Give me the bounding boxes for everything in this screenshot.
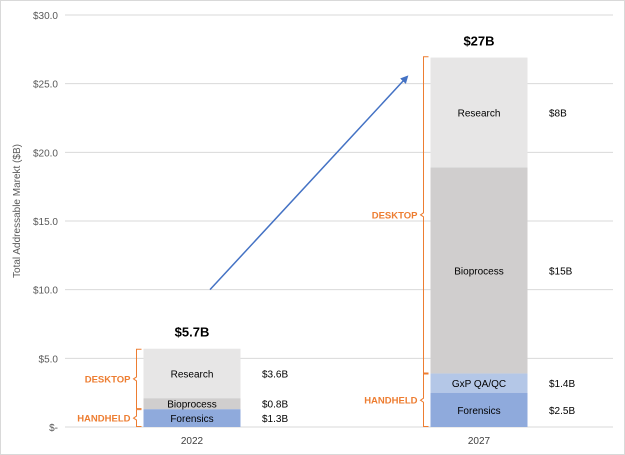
bar-2022-forensics — [143, 409, 241, 427]
y-axis-ticks: $- $5.0 $10.0 $15.0 $20.0 $25.0 $30.0 — [33, 11, 58, 434]
y-tick-label: $30.0 — [33, 11, 58, 22]
y-tick-label: $25.0 — [33, 80, 58, 91]
bar-2022-research — [143, 348, 241, 399]
segment-label-bioprocess: Bioprocess — [167, 400, 216, 411]
group-label-handheld: HANDHELD — [77, 414, 130, 425]
y-tick-label: $10.0 — [33, 286, 58, 297]
y-tick-label: $5.0 — [39, 354, 59, 365]
bar-2027-bioprocess — [430, 167, 528, 374]
bar-total-label-2027: $27B — [463, 34, 494, 49]
growth-arrow-line — [209, 75, 409, 291]
bars — [143, 57, 528, 427]
group-label-handheld: HANDHELD — [364, 396, 417, 407]
segment-label-research: Research — [458, 109, 501, 120]
group-brackets: HANDHELD DESKTOP HANDHELD DESKTOP — [77, 56, 429, 427]
growth-arrow — [209, 75, 409, 291]
x-category-label-2027: 2027 — [468, 436, 491, 447]
value-label-bioprocess: $0.8B — [262, 400, 288, 411]
bracket-desktop-2022 — [132, 348, 142, 410]
bar-2027-forensics — [430, 392, 528, 427]
bar-2027-gxp-qa-qc — [430, 373, 528, 393]
group-label-desktop: DESKTOP — [372, 210, 418, 221]
y-axis-label: Total Addressable Marekt ($B) — [12, 144, 23, 278]
value-label-gxp-qa-qc: $1.4B — [549, 379, 575, 390]
y-tick-label: $20.0 — [33, 148, 58, 159]
segment-label-gxp-qa-qc: GxP QA/QC — [452, 379, 506, 390]
segment-label-bioprocess: Bioprocess — [454, 266, 503, 277]
segment-label-research: Research — [171, 369, 214, 380]
bar-2022-bioprocess — [143, 398, 241, 410]
y-tick-label: $- — [49, 423, 58, 434]
labels: Forensics $1.3B Bioprocess $0.8B Research $3.… — [167, 34, 575, 447]
bracket-desktop-2027 — [419, 56, 429, 374]
segment-label-forensics: Forensics — [170, 414, 213, 425]
bar-2027-research — [430, 57, 528, 168]
value-label-bioprocess: $15B — [549, 266, 573, 277]
bar-total-label-2022: $5.7B — [175, 325, 210, 340]
group-label-desktop: DESKTOP — [85, 374, 131, 385]
value-label-research: $3.6B — [262, 369, 288, 380]
y-tick-label: $15.0 — [33, 217, 58, 228]
value-label-research: $8B — [549, 109, 567, 120]
value-label-forensics: $1.3B — [262, 414, 288, 425]
value-label-forensics: $2.5B — [549, 406, 575, 417]
bracket-handheld-2027 — [419, 373, 429, 427]
bracket-handheld-2022 — [132, 409, 142, 427]
x-category-label-2022: 2022 — [181, 436, 204, 447]
segment-label-forensics: Forensics — [457, 406, 500, 417]
